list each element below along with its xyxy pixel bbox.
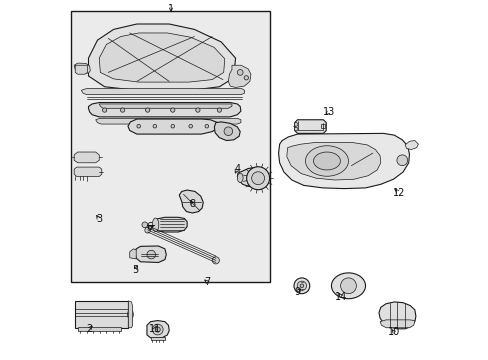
Circle shape [224, 127, 232, 135]
Circle shape [137, 125, 140, 128]
Ellipse shape [152, 218, 159, 231]
Bar [75, 301, 128, 328]
Circle shape [147, 250, 155, 259]
Polygon shape [96, 118, 241, 124]
Polygon shape [88, 24, 235, 90]
Text: 10: 10 [387, 327, 400, 337]
Polygon shape [81, 89, 244, 95]
Circle shape [170, 108, 175, 112]
Circle shape [144, 227, 150, 233]
Bar [320, 125, 324, 128]
Polygon shape [378, 302, 415, 329]
Polygon shape [75, 65, 87, 74]
Bar [70, 12, 269, 282]
Circle shape [300, 284, 303, 288]
Text: 4: 4 [234, 163, 240, 174]
Text: 12: 12 [392, 188, 404, 198]
Text: 5: 5 [132, 265, 138, 275]
Circle shape [145, 108, 149, 112]
Ellipse shape [305, 146, 348, 176]
Polygon shape [99, 33, 224, 82]
Polygon shape [405, 140, 418, 149]
Polygon shape [99, 104, 231, 108]
Polygon shape [179, 190, 203, 213]
Circle shape [293, 278, 309, 294]
Polygon shape [74, 63, 90, 73]
Circle shape [212, 257, 219, 264]
Circle shape [294, 123, 297, 126]
Text: 2: 2 [86, 324, 93, 334]
Circle shape [246, 167, 269, 190]
Polygon shape [128, 301, 132, 328]
Ellipse shape [127, 310, 133, 319]
Polygon shape [379, 320, 414, 328]
Polygon shape [228, 65, 250, 87]
Polygon shape [154, 217, 187, 232]
Ellipse shape [313, 152, 340, 170]
Polygon shape [214, 122, 240, 140]
Text: 1: 1 [167, 4, 174, 14]
Text: 8: 8 [189, 199, 196, 210]
Circle shape [155, 327, 160, 332]
Text: 6: 6 [146, 222, 152, 232]
Circle shape [153, 125, 156, 128]
Text: 7: 7 [203, 277, 210, 287]
Polygon shape [278, 134, 408, 189]
Circle shape [188, 125, 192, 128]
Circle shape [294, 127, 297, 131]
Circle shape [142, 222, 147, 228]
Text: 13: 13 [322, 107, 334, 117]
Circle shape [152, 324, 163, 335]
Circle shape [120, 108, 124, 112]
Text: 3: 3 [96, 215, 102, 224]
Bar [150, 337, 164, 339]
Ellipse shape [331, 273, 365, 299]
Polygon shape [237, 167, 267, 187]
Polygon shape [88, 103, 241, 117]
Text: 14: 14 [334, 292, 347, 302]
Bar [78, 327, 121, 330]
Circle shape [340, 278, 356, 294]
Circle shape [204, 125, 208, 128]
Polygon shape [135, 246, 166, 262]
Circle shape [396, 155, 407, 166]
Circle shape [251, 172, 264, 185]
Circle shape [102, 108, 106, 112]
Polygon shape [128, 119, 219, 134]
Polygon shape [74, 167, 102, 176]
Circle shape [237, 69, 243, 75]
Polygon shape [147, 320, 169, 338]
Circle shape [217, 108, 221, 112]
Ellipse shape [237, 173, 243, 183]
Circle shape [244, 76, 248, 80]
Text: 11: 11 [148, 324, 161, 334]
Circle shape [297, 281, 306, 291]
Polygon shape [294, 120, 325, 134]
Polygon shape [74, 152, 99, 163]
Polygon shape [129, 249, 136, 259]
Text: 9: 9 [294, 287, 300, 297]
Circle shape [195, 108, 200, 112]
Polygon shape [286, 142, 380, 180]
Circle shape [171, 125, 174, 128]
